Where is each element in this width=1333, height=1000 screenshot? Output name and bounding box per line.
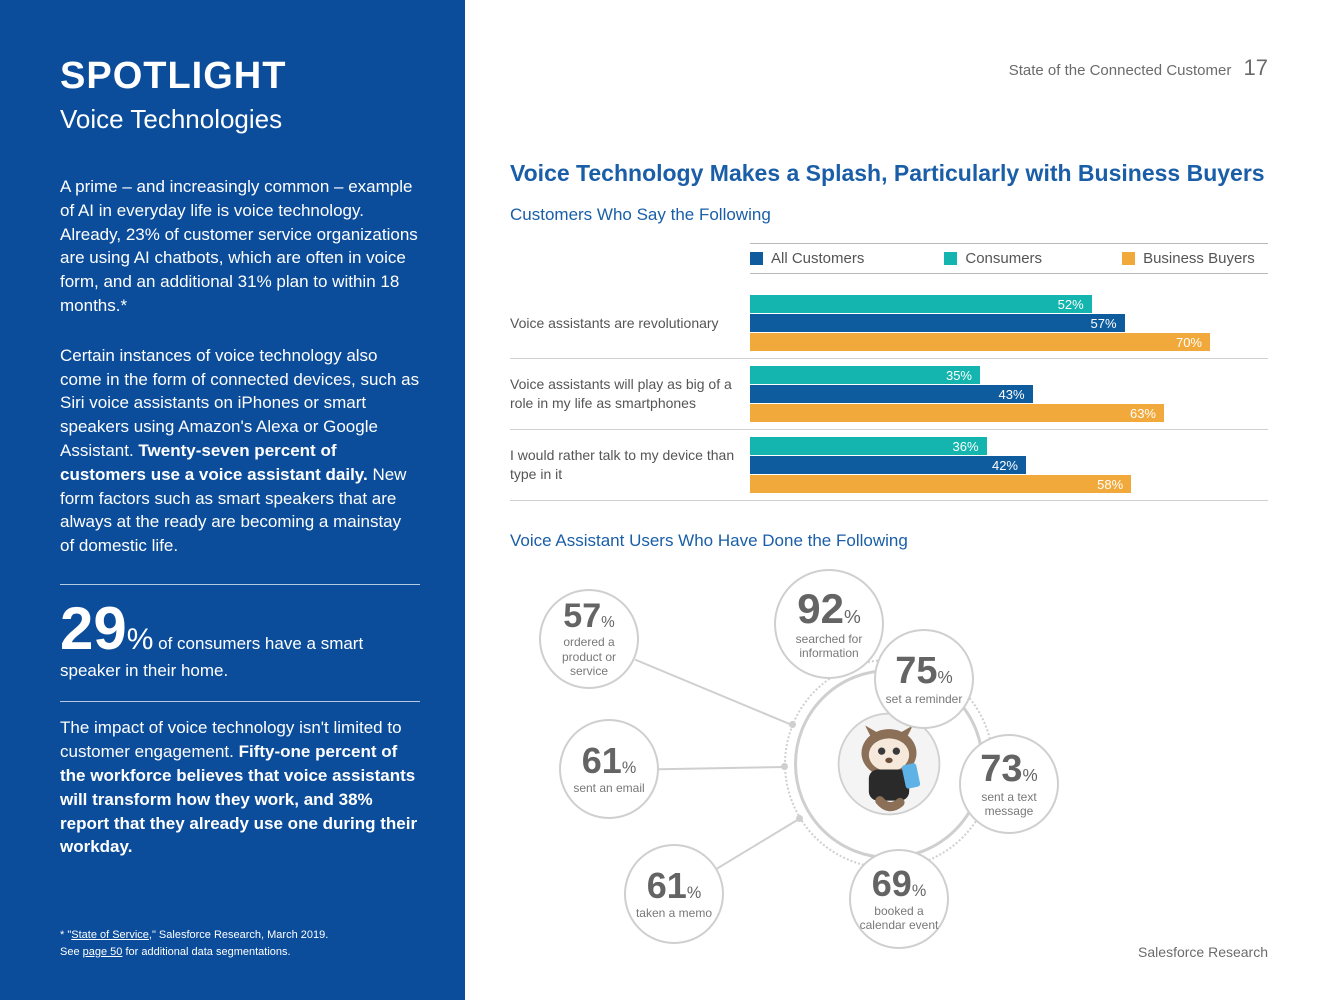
bubble-pct: 75 [895, 650, 937, 692]
bar-label: Voice assistants will play as big of a r… [510, 375, 750, 413]
fn1-a: * " [60, 929, 71, 941]
bar-stack: 52%57%70% [750, 294, 1268, 352]
connector-line [659, 766, 784, 770]
stat-bubble: 73% sent a text message [959, 734, 1059, 834]
bubble-pct: 92 [797, 585, 844, 632]
page-number: 17 [1244, 55, 1268, 80]
bar-label: Voice assistants are revolutionary [510, 314, 750, 333]
stat-bubble: 61% taken a memo [624, 844, 724, 944]
bubble-pct-sign: % [844, 607, 861, 628]
bar-teal: 52% [750, 295, 1092, 313]
bar-teal: 36% [750, 437, 987, 455]
report-name: State of the Connected Customer [1009, 62, 1232, 79]
bubbles-subtitle: Voice Assistant Users Who Have Done the … [510, 531, 1268, 551]
bar-yellow: 58% [750, 475, 1131, 493]
stat-bubble: 57% ordered a product or service [539, 589, 639, 689]
bubble-chart: 57% ordered a product or service 92% search… [529, 569, 1249, 959]
bubble-pct-sign: % [601, 614, 615, 631]
swatch-buyers [1122, 252, 1135, 265]
paragraph-1: A prime – and increasingly common – exam… [60, 175, 420, 318]
bubble-pct: 57 [563, 597, 601, 635]
bubble-label: booked a calendar event [857, 904, 941, 933]
stat-bubble: 61% sent an email [559, 719, 659, 819]
brand-footer: Salesforce Research [1138, 944, 1268, 960]
page-header: State of the Connected Customer 17 [1009, 55, 1268, 81]
bar-chart: Voice assistants are revolutionary52%57%… [510, 288, 1268, 501]
swatch-consumers [944, 252, 957, 265]
stat-pct: % [127, 623, 154, 656]
bubble-pct-sign: % [938, 668, 953, 687]
bar-blue: 43% [750, 385, 1033, 403]
divider [60, 584, 420, 585]
bar-blue: 57% [750, 314, 1125, 332]
connector-line [635, 658, 793, 725]
stat-bubble: 75% set a reminder [874, 629, 974, 729]
connector-line [716, 818, 799, 870]
bubble-label: searched for information [782, 632, 876, 661]
bar-stack: 36%42%58% [750, 436, 1268, 494]
big-stat: 29% of consumers have a smart speaker in… [60, 599, 420, 683]
bubble-pct: 69 [872, 863, 912, 904]
divider [60, 701, 420, 702]
bubble-label: sent a text message [967, 790, 1051, 819]
legend-all-label: All Customers [771, 250, 864, 267]
stat-bubble: 69% booked a calendar event [849, 849, 949, 949]
bubble-pct-sign: % [912, 882, 926, 900]
page-subtitle: Voice Technologies [60, 104, 420, 135]
chart-legend: All Customers Consumers Business Buyers [750, 243, 1268, 274]
fn2-b: for additional data segmentations. [122, 946, 290, 958]
bar-label: I would rather talk to my device than ty… [510, 446, 750, 484]
stat-num: 29 [60, 595, 127, 662]
main-content: State of the Connected Customer 17 Voice… [465, 0, 1333, 1000]
bubble-label: set a reminder [886, 692, 963, 706]
bar-group: Voice assistants will play as big of a r… [510, 359, 1268, 430]
chart-subtitle: Customers Who Say the Following [510, 205, 1268, 225]
chart-title: Voice Technology Makes a Splash, Particu… [510, 160, 1268, 187]
bar-stack: 35%43%63% [750, 365, 1268, 423]
bar-blue: 42% [750, 456, 1026, 474]
bar-yellow: 63% [750, 404, 1164, 422]
bar-yellow: 70% [750, 333, 1210, 351]
fn2-a: See [60, 946, 83, 958]
swatch-all [750, 252, 763, 265]
bubble-pct-sign: % [1023, 766, 1038, 785]
bar-teal: 35% [750, 366, 980, 384]
footnote-link-1[interactable]: State of Service [71, 929, 149, 941]
bubble-pct: 73 [980, 748, 1022, 790]
legend-consumers-label: Consumers [965, 250, 1042, 267]
bubble-label: ordered a product or service [547, 635, 631, 678]
bubble-pct: 61 [647, 865, 687, 906]
paragraph-3: The impact of voice technology isn't lim… [60, 716, 420, 859]
bubble-pct-sign: % [622, 759, 636, 777]
bubble-pct-sign: % [687, 884, 701, 902]
connector-dot [781, 763, 788, 770]
stat-bubble: 92% searched for information [774, 569, 884, 679]
bubble-label: taken a memo [636, 906, 712, 920]
legend-buyers-label: Business Buyers [1143, 250, 1255, 267]
legend-all: All Customers [750, 250, 864, 267]
footnote-link-2[interactable]: page 50 [83, 946, 123, 958]
fn1-b: ," Salesforce Research, March 2019. [149, 929, 328, 941]
paragraph-2: Certain instances of voice technology al… [60, 344, 420, 558]
footnotes: * "State of Service," Salesforce Researc… [60, 927, 420, 960]
bubble-pct: 61 [582, 740, 622, 781]
kicker: SPOTLIGHT [60, 55, 420, 98]
legend-buyers: Business Buyers [1122, 250, 1255, 267]
left-sidebar: SPOTLIGHT Voice Technologies A prime – a… [0, 0, 465, 1000]
bar-group: I would rather talk to my device than ty… [510, 430, 1268, 501]
bubble-label: sent an email [573, 781, 644, 795]
bar-group: Voice assistants are revolutionary52%57%… [510, 288, 1268, 359]
legend-consumers: Consumers [944, 250, 1042, 267]
connector-dot [789, 721, 796, 728]
